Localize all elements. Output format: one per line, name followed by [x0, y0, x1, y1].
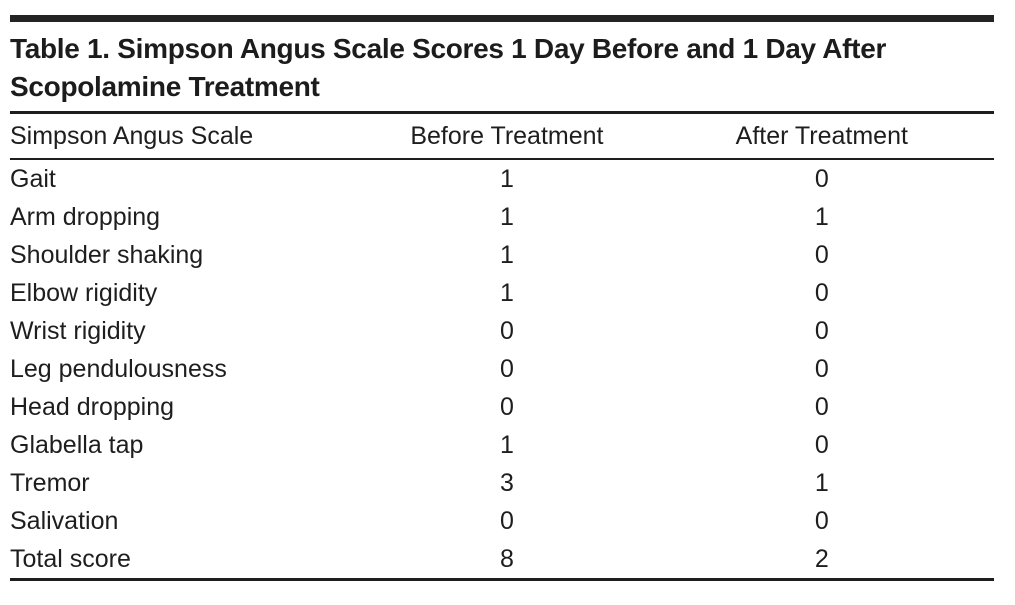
row-label: Tremor: [10, 468, 90, 497]
row-after: 0: [814, 278, 829, 307]
header-row: Simpson Angus Scale Before Treatment Aft…: [10, 114, 994, 160]
title-rule: [10, 111, 994, 114]
table-row: Salivation 0 0: [10, 502, 994, 540]
row-before: 1: [499, 278, 514, 307]
row-after: 0: [814, 354, 829, 383]
table-row: Arm dropping 1 1: [10, 198, 994, 236]
row-label: Salivation: [10, 506, 119, 535]
row-after: 1: [814, 202, 829, 231]
table-row: Elbow rigidity 1 0: [10, 274, 994, 312]
row-label: Total score: [10, 540, 365, 581]
row-label: Head dropping: [10, 392, 175, 421]
simpson-angus-table: Simpson Angus Scale Before Treatment Aft…: [10, 114, 994, 581]
table-top-bar: [10, 15, 994, 22]
row-after: 2: [649, 540, 994, 581]
table-row: Tremor 3 1: [10, 464, 994, 502]
row-before: 0: [499, 392, 514, 421]
column-header-before: Before Treatment: [364, 114, 650, 160]
row-label: Wrist rigidity: [10, 316, 146, 345]
table-row: Head dropping 0 0: [10, 388, 994, 426]
row-after: 0: [814, 392, 829, 421]
table-title: Table 1. Simpson Angus Scale Scores 1 Da…: [10, 33, 887, 102]
row-after: 0: [814, 430, 829, 459]
row-after: 0: [814, 240, 829, 269]
row-before: 0: [499, 316, 514, 345]
row-label: Glabella tap: [10, 430, 144, 459]
row-label: Shoulder shaking: [10, 240, 204, 269]
column-header-after: After Treatment: [649, 114, 994, 160]
column-header-scale: Simpson Angus Scale: [10, 114, 365, 160]
row-label: Gait: [10, 164, 56, 193]
row-after: 1: [814, 468, 829, 497]
row-before: 1: [499, 240, 514, 269]
row-label: Elbow rigidity: [10, 278, 158, 307]
row-before: 0: [499, 506, 514, 535]
table-body: Gait 1 0 Arm dropping 1 1 Shoulder shaki…: [10, 159, 994, 581]
row-after: 0: [814, 164, 829, 193]
table-row: Wrist rigidity 0 0: [10, 312, 994, 350]
row-label: Leg pendulousness: [10, 354, 227, 383]
row-before: 1: [499, 202, 514, 231]
row-before: 8: [364, 540, 650, 581]
row-after: 0: [814, 316, 829, 345]
table-row: Leg pendulousness 0 0: [10, 350, 994, 388]
row-after: 0: [814, 506, 829, 535]
row-before: 3: [499, 468, 514, 497]
table-row: Glabella tap 1 0: [10, 426, 994, 464]
table-content: Table 1. Simpson Angus Scale Scores 1 Da…: [10, 15, 994, 581]
row-label: Arm dropping: [10, 202, 161, 231]
table-row: Shoulder shaking 1 0: [10, 236, 994, 274]
row-before: 1: [499, 430, 514, 459]
table-row: Gait 1 0: [10, 159, 994, 198]
table-row: Total score 8 2: [10, 540, 994, 581]
row-before: 0: [499, 354, 514, 383]
table-header: Simpson Angus Scale Before Treatment Aft…: [10, 114, 994, 160]
row-before: 1: [499, 164, 514, 193]
